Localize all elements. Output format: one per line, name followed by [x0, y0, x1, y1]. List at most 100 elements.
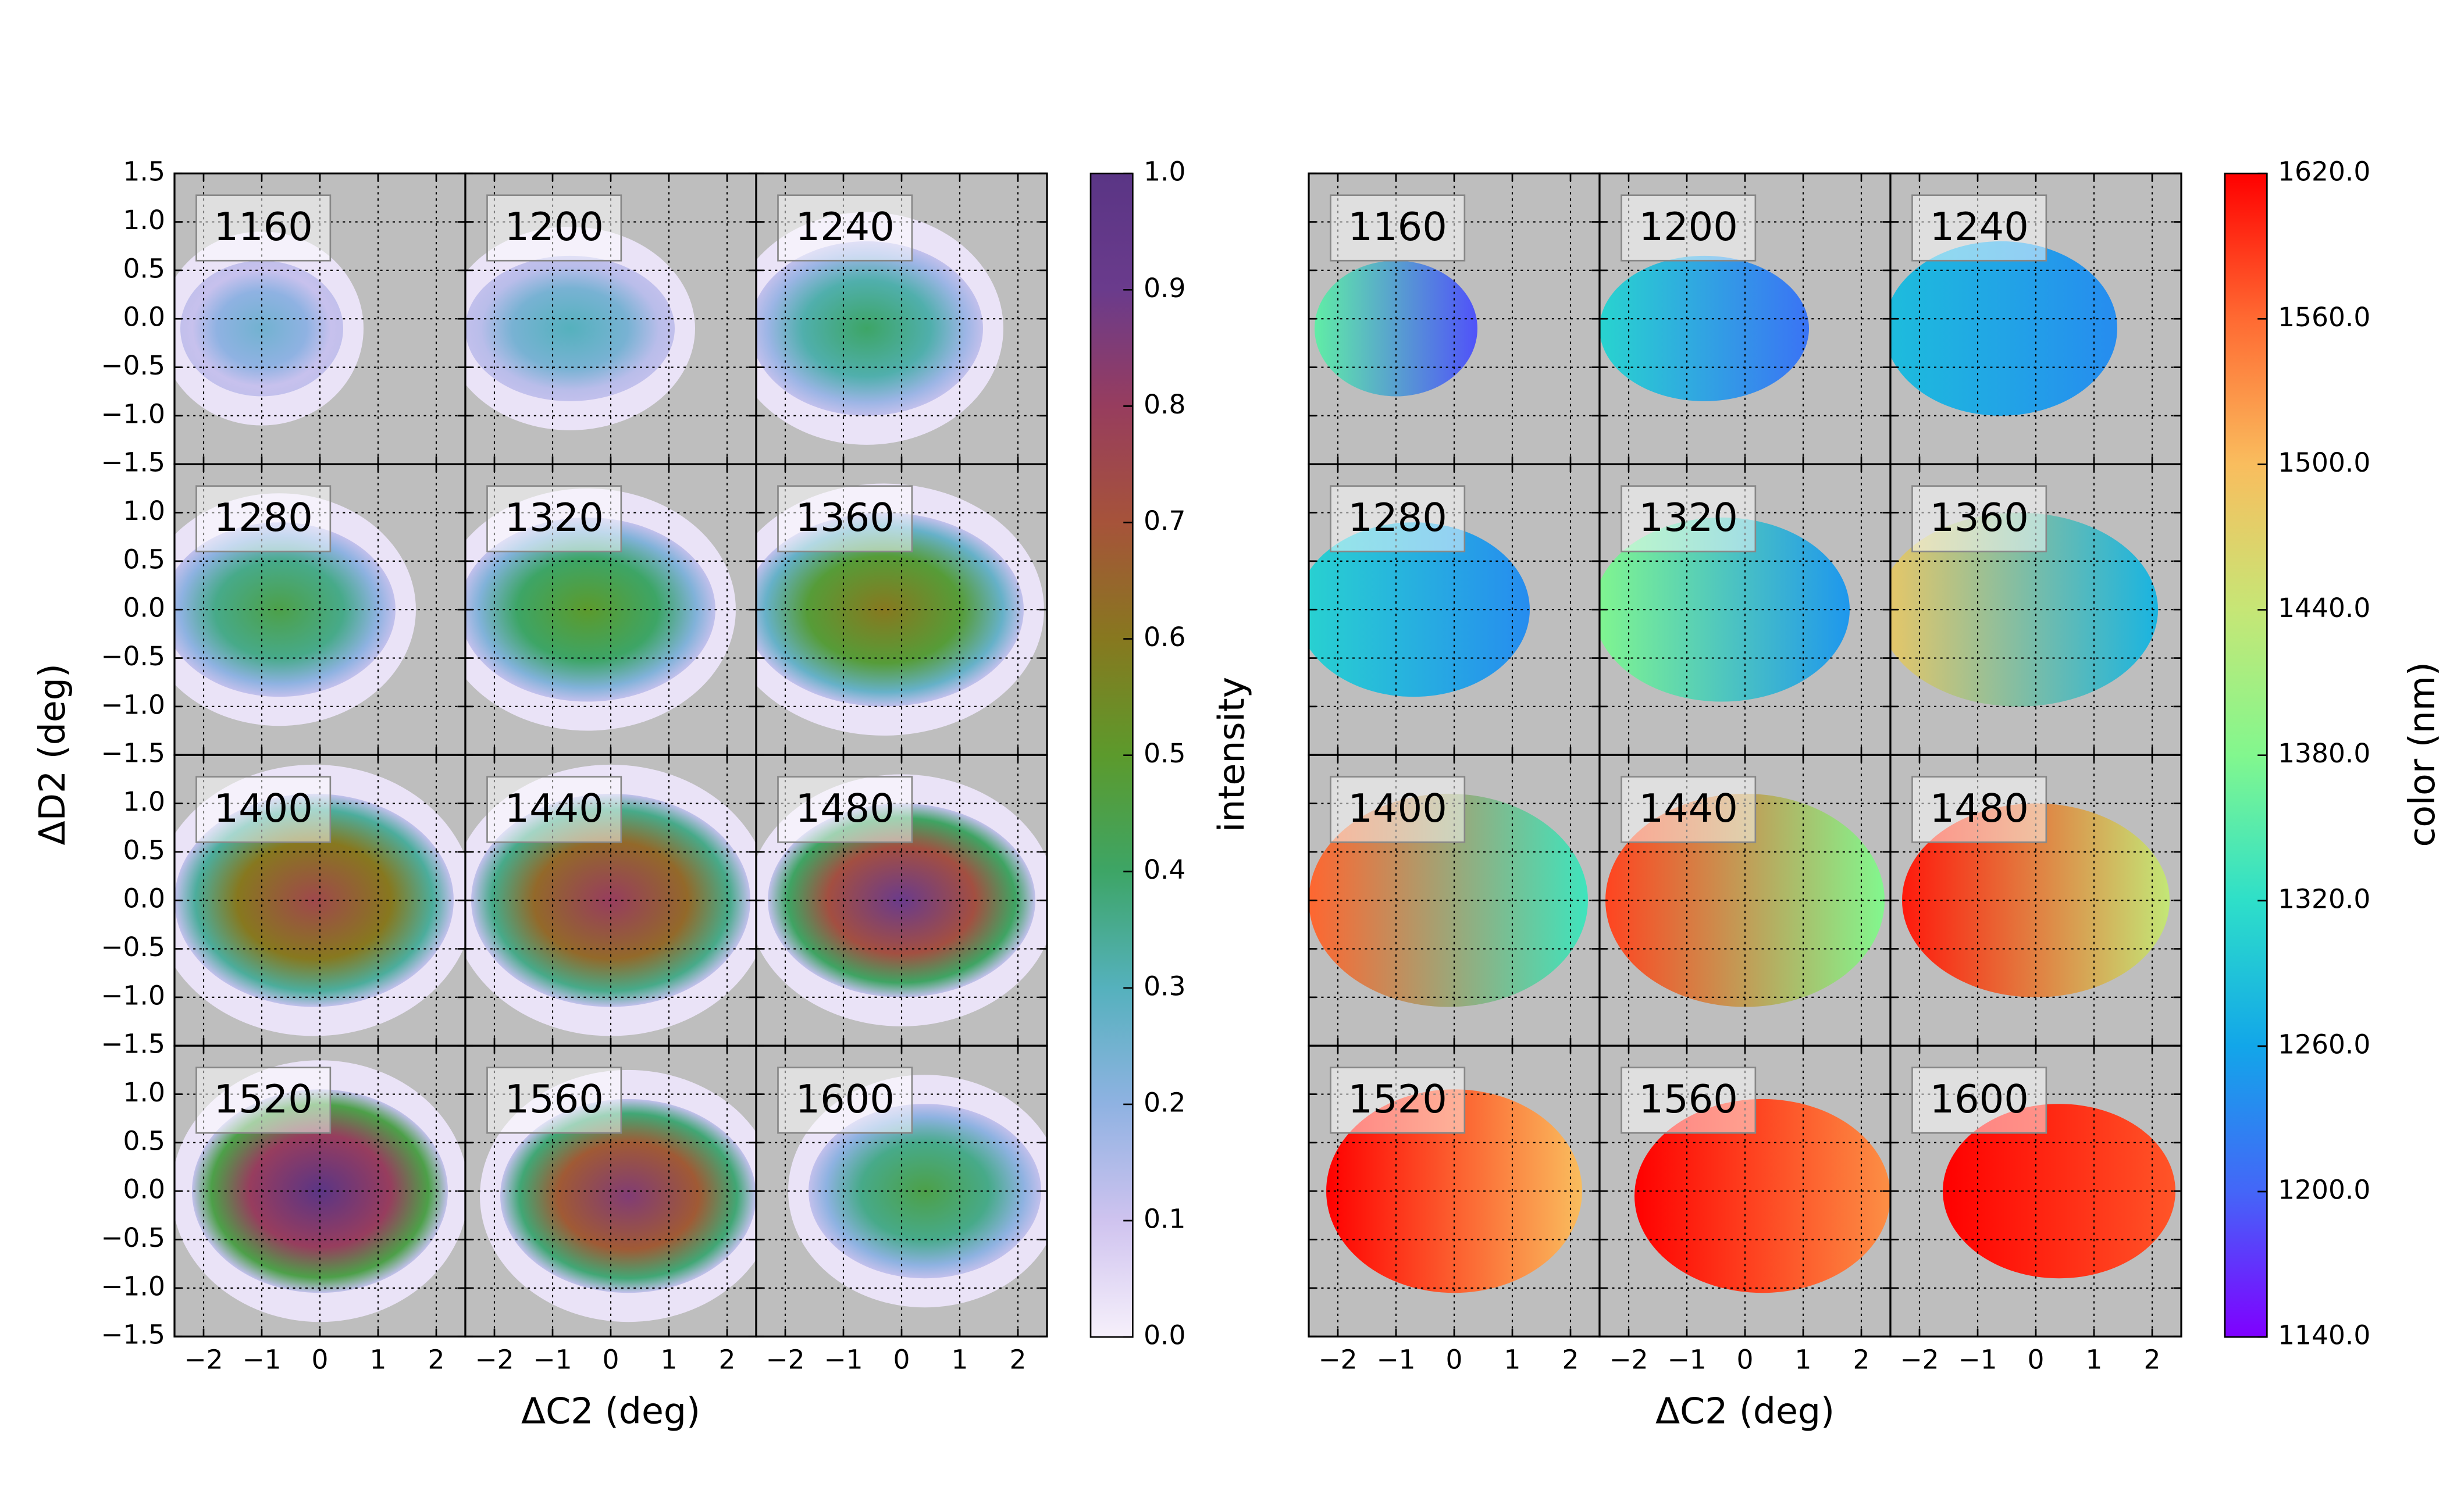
- y-tick-label: 1.0: [123, 205, 165, 236]
- y-tick-label: −1.0: [101, 1271, 165, 1301]
- colorbar-tick-label: 0.7: [1144, 505, 1185, 536]
- panel-label-box: [1330, 776, 1466, 843]
- x-tick-label: 2: [428, 1345, 445, 1375]
- x-tick-label: 0: [1446, 1345, 1463, 1375]
- x-tick-label: 1: [370, 1345, 387, 1375]
- y-tick-label: −1.5: [101, 1029, 165, 1060]
- x-tick-label: −2: [765, 1345, 804, 1375]
- colorbar-tick-label: 0.3: [1144, 971, 1185, 1001]
- colorbar-tick-label: 1140.0: [2278, 1320, 2370, 1351]
- y-tick-label: −0.5: [101, 641, 165, 672]
- x-tick-label: −1: [824, 1345, 863, 1375]
- panel-label-box: [486, 194, 622, 262]
- y-tick-label: 0.0: [123, 1174, 165, 1205]
- x-axis-label: ΔC2 (deg): [521, 1390, 700, 1432]
- x-tick-label: 0: [1737, 1345, 1754, 1375]
- x-tick-label: −1: [1376, 1345, 1415, 1375]
- panel-label: 1280: [213, 495, 312, 540]
- y-tick-label: −0.5: [101, 932, 165, 962]
- y-tick-label: −1.0: [101, 689, 165, 720]
- panel-label: 1360: [795, 495, 894, 540]
- y-tick-label: −1.0: [101, 398, 165, 429]
- panel-label: 1520: [213, 1076, 312, 1122]
- panel-label: 1360: [1929, 495, 2028, 540]
- x-tick-label: 2: [719, 1345, 736, 1375]
- panel-label-box: [1911, 776, 2047, 843]
- colorbar-label: color (nm): [2401, 662, 2443, 847]
- x-tick-label: −2: [1609, 1345, 1648, 1375]
- colorbar-tick-label: 1380.0: [2278, 738, 2370, 769]
- x-tick-label: −1: [242, 1345, 281, 1375]
- x-tick-label: −2: [1318, 1345, 1357, 1375]
- blob: [1634, 1099, 1890, 1293]
- panel-label-box: [777, 485, 913, 552]
- panel-label-box: [1911, 1067, 2047, 1134]
- blob: [500, 1099, 756, 1293]
- x-tick-label: 1: [1504, 1345, 1521, 1375]
- colorbar-tick-label: 1200.0: [2278, 1174, 2370, 1205]
- panel-label: 1480: [1929, 786, 2028, 831]
- panel-label-box: [486, 776, 622, 843]
- blob: [1309, 793, 1588, 1007]
- x-tick-label: 2: [2144, 1345, 2161, 1375]
- y-tick-label: −0.5: [101, 1222, 165, 1253]
- panel-label-box: [1330, 1067, 1466, 1134]
- y-tick-label: 0.5: [123, 253, 165, 284]
- y-tick-label: −0.5: [101, 350, 165, 381]
- y-tick-label: 0.5: [123, 1125, 165, 1156]
- colorbar-tick-label: 1320.0: [2278, 883, 2370, 914]
- y-tick-label: −1.5: [101, 738, 165, 769]
- panel-label-box: [777, 776, 913, 843]
- colorbar-tick-label: 0.9: [1144, 273, 1185, 304]
- blob: [180, 261, 343, 397]
- y-tick-label: 0.5: [123, 544, 165, 575]
- y-tick-label: −1.5: [101, 447, 165, 478]
- panel-label: 1320: [1639, 495, 1737, 540]
- panel-label-box: [486, 1067, 622, 1134]
- colorbar-tick-label: 0.6: [1144, 622, 1185, 652]
- y-tick-label: 1.0: [123, 1077, 165, 1108]
- panel-label-box: [1621, 1067, 1757, 1134]
- panel-label: 1480: [795, 786, 894, 831]
- panel-label: 1440: [1639, 786, 1737, 831]
- x-tick-label: 1: [1795, 1345, 1812, 1375]
- panel-label-box: [1911, 194, 2047, 262]
- panel-label-box: [1911, 485, 2047, 552]
- x-tick-label: 0: [893, 1345, 910, 1375]
- y-tick-label: −1.0: [101, 980, 165, 1011]
- x-tick-label: −1: [1958, 1345, 1997, 1375]
- panel-label: 1320: [504, 495, 603, 540]
- blob: [465, 255, 675, 401]
- blob: [756, 241, 983, 416]
- colorbar-tick-label: 1560.0: [2278, 302, 2370, 333]
- panel-label-box: [195, 194, 332, 262]
- panel-label: 1560: [504, 1076, 603, 1122]
- panel: [756, 173, 1047, 465]
- panel-label-box: [486, 485, 622, 552]
- panel-label-box: [777, 194, 913, 262]
- panel-label: 1200: [504, 204, 603, 249]
- colorbar-tick-label: 0.5: [1144, 738, 1185, 769]
- colorbar-tick-label: 1620.0: [2278, 156, 2370, 187]
- x-tick-label: −2: [1900, 1345, 1939, 1375]
- y-tick-label: 0.5: [123, 835, 165, 865]
- y-tick-label: 0.0: [123, 302, 165, 333]
- x-tick-label: 2: [1562, 1345, 1579, 1375]
- x-tick-label: 1: [2086, 1345, 2103, 1375]
- panel-label: 1440: [504, 786, 603, 831]
- panel-label: 1240: [795, 204, 894, 249]
- x-tick-label: −2: [475, 1345, 514, 1375]
- colorbar-tick-label: 1440.0: [2278, 593, 2370, 623]
- blob: [1315, 261, 1477, 397]
- colorbar-tick-label: 0.2: [1144, 1087, 1185, 1118]
- panel-label-box: [1621, 485, 1757, 552]
- panel-label: 1280: [1348, 495, 1447, 540]
- blob: [1309, 522, 1530, 697]
- blob: [174, 522, 396, 697]
- y-tick-label: −1.5: [101, 1320, 165, 1350]
- panel-label-box: [195, 1067, 332, 1134]
- panel-label: 1160: [1348, 204, 1447, 249]
- panel-label-box: [1330, 485, 1466, 552]
- x-tick-label: 0: [2028, 1345, 2045, 1375]
- panel-label: 1240: [1929, 204, 2028, 249]
